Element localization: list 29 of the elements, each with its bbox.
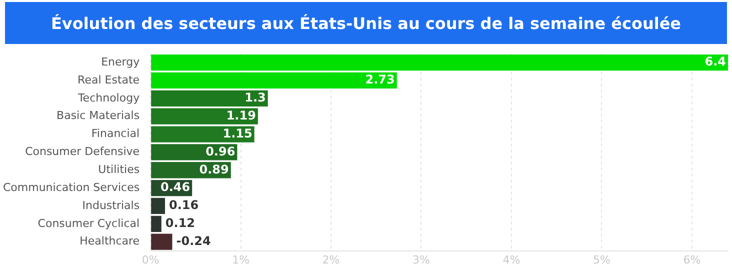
bar [151,90,268,106]
bar [151,54,728,71]
data-label: 0.16 [169,198,199,212]
chart-title: Évolution des secteurs aux États-Unis au cours de la semaine écoulée [5,2,727,44]
y-tick-label: Industrials [82,198,140,212]
data-label: -0.24 [176,234,211,248]
bar [151,198,166,214]
data-label: 0.46 [160,180,190,194]
y-tick-label: Utilities [98,162,140,176]
bar [151,72,397,89]
y-tick-label: Financial [91,127,140,140]
y-tick-label: Healthcare [80,234,140,248]
y-tick-label: Communication Services [2,180,140,194]
y-tick-label: Basic Materials [56,109,140,122]
y-tick-label: Technology [76,91,140,104]
data-label: 1.19 [226,108,256,122]
data-label: 0.96 [206,144,236,158]
data-label: 0.89 [199,162,229,176]
bar [151,234,172,250]
data-label: 2.73 [365,72,395,87]
y-tick-label: Consumer Cyclical [38,216,140,230]
data-label: 0.12 [165,216,196,230]
y-tick-label: Consumer Defensive [25,145,140,158]
data-label: 1.15 [222,126,252,140]
y-tick-label: Energy [101,55,140,68]
bar [151,216,162,232]
data-label: 1.3 [244,90,266,105]
y-tick-label: Real Estate [78,73,140,86]
data-label: 6.4 [704,54,726,69]
